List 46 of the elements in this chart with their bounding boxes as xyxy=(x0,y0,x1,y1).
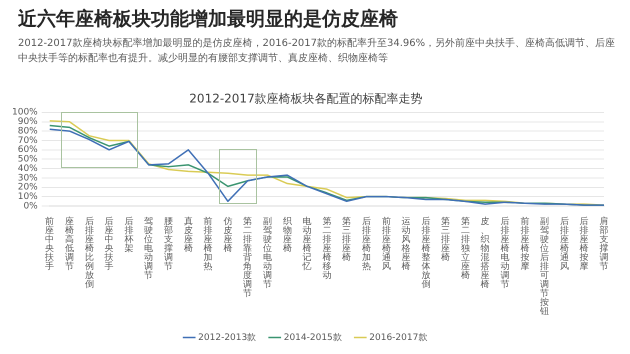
x-tick-label: 肩部支撑调节 xyxy=(600,216,608,272)
x-tick-label: 第三排座椅 xyxy=(441,216,450,263)
x-tick-label: 织物座椅 xyxy=(282,216,292,254)
chart-title: 2012-2017款座椅板块各配置的标配率走势 xyxy=(189,91,423,106)
text: 2012-2017款座椅块标配率增加最明显的是仿皮座椅，2016-2017款的标配率升至34.96%，另外前座中央扶手、座椅高低调节、后座中央扶手等的标配率也有提升。减少明显的有腰部支撑调节、真皮座椅、织物座椅等 xyxy=(18,36,616,66)
x-tick-label: 第二排独立座椅 xyxy=(460,216,470,281)
legend-label: 2012-2013款 xyxy=(198,332,256,343)
y-tick-label: 80% xyxy=(18,126,38,136)
x-tick-label: 前排座椅按摩 xyxy=(520,216,530,272)
x-tick-label: 后排座椅电动调节 xyxy=(500,216,510,290)
x-tick-label: 后排座椅通风 xyxy=(560,216,569,272)
x-tick-label: 第二排座椅移动 xyxy=(322,216,332,281)
y-tick-label: 10% xyxy=(18,192,38,202)
x-tick-label: 前排座椅加热 xyxy=(204,216,213,272)
x-tick-label: 副驾驶位电动调节 xyxy=(262,216,272,290)
x-tick-label: 后排杯架 xyxy=(123,216,134,254)
x-tick-label: 驾驶位电动调节 xyxy=(144,216,154,281)
x-tick-label: 后座中央扶手 xyxy=(104,216,114,272)
x-tick-label: 后排座椅整体放倒 xyxy=(421,216,430,290)
y-tick-label: 60% xyxy=(18,145,38,156)
y-tick-label: 30% xyxy=(18,173,38,184)
x-tick-label: 前座中央扶手 xyxy=(44,216,54,272)
y-tick-label: 100% xyxy=(12,108,38,118)
text: 近六年座椅板块功能增加最明显的是仿皮座椅 xyxy=(18,7,398,32)
x-tick-label: 仿皮座椅 xyxy=(222,216,232,254)
y-tick-label: 20% xyxy=(18,182,38,193)
x-tick-label: 腰部支撑调节 xyxy=(164,216,173,272)
y-tick-label: 40% xyxy=(18,164,38,174)
x-tick-label: 座椅高低调节 xyxy=(65,216,74,272)
x-tick-label: 第三排座椅 xyxy=(342,216,352,263)
y-tick-label: 70% xyxy=(18,136,38,146)
y-tick-label: 0% xyxy=(23,201,38,212)
category-label: 副驾驶位后排可调节按钮 xyxy=(540,216,550,317)
y-tick-label: 50% xyxy=(18,154,38,165)
y-tick-label: 90% xyxy=(18,117,38,128)
x-tick-label: 前排座椅通风 xyxy=(382,216,391,272)
x-tick-label: 真皮座椅 xyxy=(184,216,193,254)
x-tick-label: 运动风格座椅 xyxy=(400,216,411,272)
x-tick-label: 后排座椅比例放倒 xyxy=(84,216,94,290)
category-label: 第二排靠背角度调节 xyxy=(243,216,252,299)
x-tick-label: 皮、织物混搭座椅 xyxy=(480,216,490,290)
legend-label: 2014-2015款 xyxy=(284,332,342,343)
x-tick-label: 后排座椅按摩 xyxy=(580,216,589,272)
legend-label: 2016-2017款 xyxy=(369,332,428,343)
x-tick-label: 后排座椅加热 xyxy=(362,216,371,272)
x-tick-label: 电动座椅记忆 xyxy=(302,216,312,272)
